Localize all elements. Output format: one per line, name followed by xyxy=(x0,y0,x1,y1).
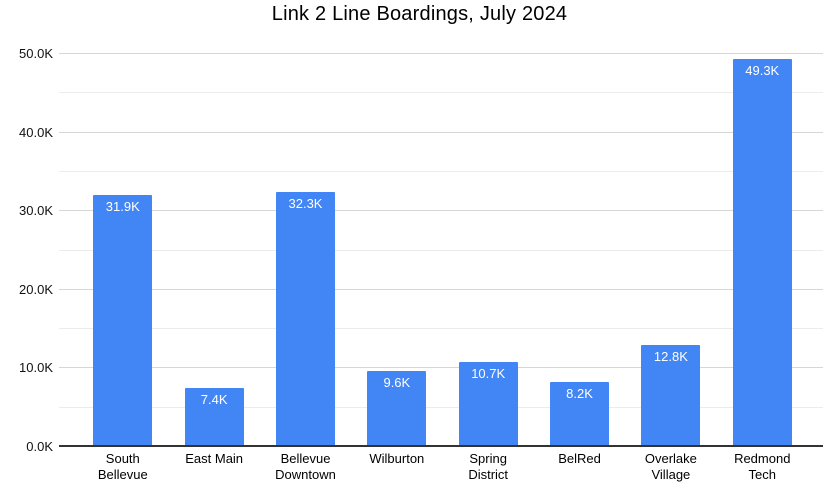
bar-value-label: 10.7K xyxy=(471,365,506,381)
bar-value-label: 31.9K xyxy=(105,199,140,215)
gridline-major xyxy=(59,131,823,133)
y-axis-tick-label: 20.0K xyxy=(19,281,53,297)
bar-bellevue-downtown: 32.3K xyxy=(276,192,335,446)
x-axis-category-label: Redmond Tech xyxy=(734,451,791,482)
gridline-major xyxy=(59,53,823,54)
x-axis-category-label: BelRed xyxy=(558,451,601,466)
bar-value-label: 49.3K xyxy=(745,62,780,78)
bar-overlake-village: 12.8K xyxy=(641,345,701,446)
bar-south-bellevue: 31.9K xyxy=(93,195,153,446)
bar-east-main: 7.4K xyxy=(184,387,244,446)
gridline-minor xyxy=(59,92,823,94)
y-axis-tick-label: 50.0K xyxy=(19,46,53,61)
gridline-major xyxy=(59,288,823,290)
bar-value-label: 32.3K xyxy=(288,196,323,212)
gridline-minor xyxy=(59,406,823,408)
plot-area: 31.9K 7.4K 32.3K 9.6K 10.7K 8.2K 12.8K 49.3K xyxy=(59,53,823,447)
y-axis-tick-label: 40.0K xyxy=(19,124,53,140)
gridline-minor xyxy=(59,249,823,251)
x-axis-category-label: Wilburton xyxy=(369,451,425,466)
bar-spring-district: 10.7K xyxy=(458,361,518,446)
y-axis-tick-label: 30.0K xyxy=(19,203,53,219)
gridline-major xyxy=(59,210,823,212)
bar-wilburton: 9.6K xyxy=(367,370,427,446)
y-axis-tick-label: 0.0K xyxy=(26,439,53,454)
x-axis-category-label: South Bellevue xyxy=(97,451,148,482)
x-axis-category-label: Overlake Village xyxy=(644,451,697,482)
bar-value-label: 9.6K xyxy=(383,374,411,390)
gridline-minor xyxy=(59,328,823,330)
bar-value-label: 7.4K xyxy=(200,391,228,407)
gridline-major xyxy=(59,367,823,369)
x-axis-category-label: Bellevue Downtown xyxy=(275,451,336,482)
x-axis-category-label: Spring District xyxy=(468,451,509,482)
chart-title: Link 2 Line Boardings, July 2024 xyxy=(271,3,568,25)
x-axis-category-label: East Main xyxy=(185,451,244,466)
bar-belred: 8.2K xyxy=(550,381,610,446)
x-axis-line xyxy=(59,445,823,447)
y-axis-tick-label: 10.0K xyxy=(19,360,53,376)
bar-value-label: 12.8K xyxy=(653,349,688,365)
gridline-minor xyxy=(59,170,823,172)
bar-redmond-tech: 49.3K xyxy=(732,58,792,446)
bar-value-label: 8.2K xyxy=(566,385,593,401)
